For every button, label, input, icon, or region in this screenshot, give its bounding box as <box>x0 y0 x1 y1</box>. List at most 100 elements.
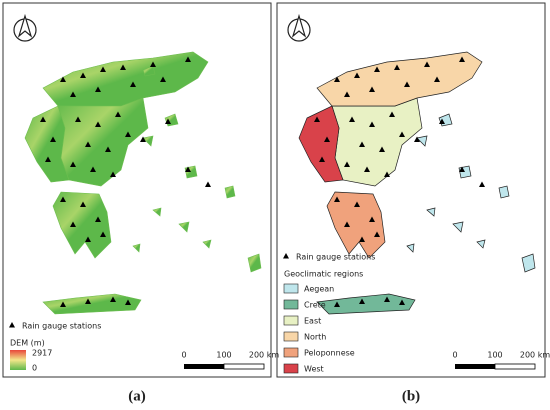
station-marker <box>95 216 101 222</box>
station-marker <box>160 76 166 82</box>
station-marker <box>479 181 485 187</box>
station-marker <box>165 118 171 124</box>
region <box>476 239 486 249</box>
scale-label: 100 <box>216 351 231 360</box>
station-marker <box>344 221 350 227</box>
station-marker <box>354 72 360 78</box>
land <box>247 253 262 273</box>
station-marker <box>404 81 410 87</box>
station-marker <box>85 141 91 147</box>
legend-label: Peloponnese <box>304 349 355 358</box>
north-arrow <box>17 13 33 38</box>
station-marker <box>399 299 405 305</box>
legend-swatch <box>283 331 299 342</box>
station-marker <box>50 136 56 142</box>
station-marker <box>95 121 101 127</box>
land <box>42 293 142 315</box>
legend-label: Rain gauge stations <box>296 253 375 262</box>
station-marker <box>434 76 440 82</box>
station-marker <box>384 296 390 302</box>
station-marker <box>40 116 46 122</box>
station-marker <box>334 76 340 82</box>
region <box>521 253 536 273</box>
station-marker <box>80 201 86 207</box>
caption-b: (b) <box>402 388 420 404</box>
station-marker <box>334 196 340 202</box>
station-marker <box>389 111 395 117</box>
legend-title: Geoclimatic regions <box>284 270 363 279</box>
station-marker <box>100 66 106 72</box>
region <box>316 293 416 315</box>
station-marker <box>384 171 390 177</box>
region <box>498 185 510 199</box>
station-marker <box>359 141 365 147</box>
station-marker <box>314 116 320 122</box>
legend-label: 0 <box>32 364 37 373</box>
land <box>224 185 236 199</box>
station-marker <box>110 171 116 177</box>
station-marker <box>334 301 340 307</box>
station-marker <box>439 118 445 124</box>
station-marker <box>150 61 156 67</box>
station-marker <box>354 201 360 207</box>
land <box>142 135 154 147</box>
station-marker <box>125 299 131 305</box>
region <box>416 135 428 147</box>
station-marker <box>344 161 350 167</box>
land <box>132 243 141 253</box>
legend-swatch <box>283 347 299 358</box>
scale-label: 0 <box>181 351 186 360</box>
land <box>178 221 190 233</box>
region <box>426 207 436 217</box>
legend-label: Crete <box>304 301 326 310</box>
station-marker <box>205 181 211 187</box>
scale-label: 200 km <box>249 351 279 360</box>
station-marker <box>45 156 51 162</box>
station-marker <box>90 166 96 172</box>
scale-bar <box>223 363 265 370</box>
scale-label: 0 <box>452 351 457 360</box>
station-marker <box>85 236 91 242</box>
legend-marker <box>9 322 15 328</box>
caption-a: (a) <box>128 388 146 404</box>
land <box>152 207 162 217</box>
station-marker <box>369 216 375 222</box>
legend-swatch <box>283 315 299 326</box>
legend-label: Rain gauge stations <box>22 322 101 331</box>
station-marker <box>364 166 370 172</box>
scale-bar <box>494 363 536 370</box>
station-marker <box>70 161 76 167</box>
station-marker <box>140 136 146 142</box>
scale-bar <box>455 364 495 369</box>
station-marker <box>185 166 191 172</box>
station-marker <box>85 298 91 304</box>
station-marker <box>75 116 81 122</box>
station-marker <box>379 146 385 152</box>
station-marker <box>105 146 111 152</box>
station-marker <box>120 64 126 70</box>
station-marker <box>369 121 375 127</box>
legend-marker <box>283 253 289 259</box>
legend-swatch <box>283 363 299 374</box>
region <box>326 191 386 259</box>
station-marker <box>459 56 465 62</box>
station-marker <box>115 111 121 117</box>
station-marker <box>344 91 350 97</box>
land <box>57 97 149 187</box>
dem-colorbar <box>10 350 26 370</box>
station-marker <box>324 136 330 142</box>
station-marker <box>80 72 86 78</box>
station-marker <box>70 91 76 97</box>
station-marker <box>60 301 66 307</box>
station-marker <box>319 156 325 162</box>
land <box>202 239 212 249</box>
land <box>142 65 156 77</box>
legend-swatch <box>283 299 299 310</box>
north-arrow <box>291 13 307 38</box>
station-marker <box>110 296 116 302</box>
legend-label: 2917 <box>32 349 52 358</box>
legend-swatch <box>283 283 299 294</box>
station-marker <box>125 131 131 137</box>
station-marker <box>349 116 355 122</box>
